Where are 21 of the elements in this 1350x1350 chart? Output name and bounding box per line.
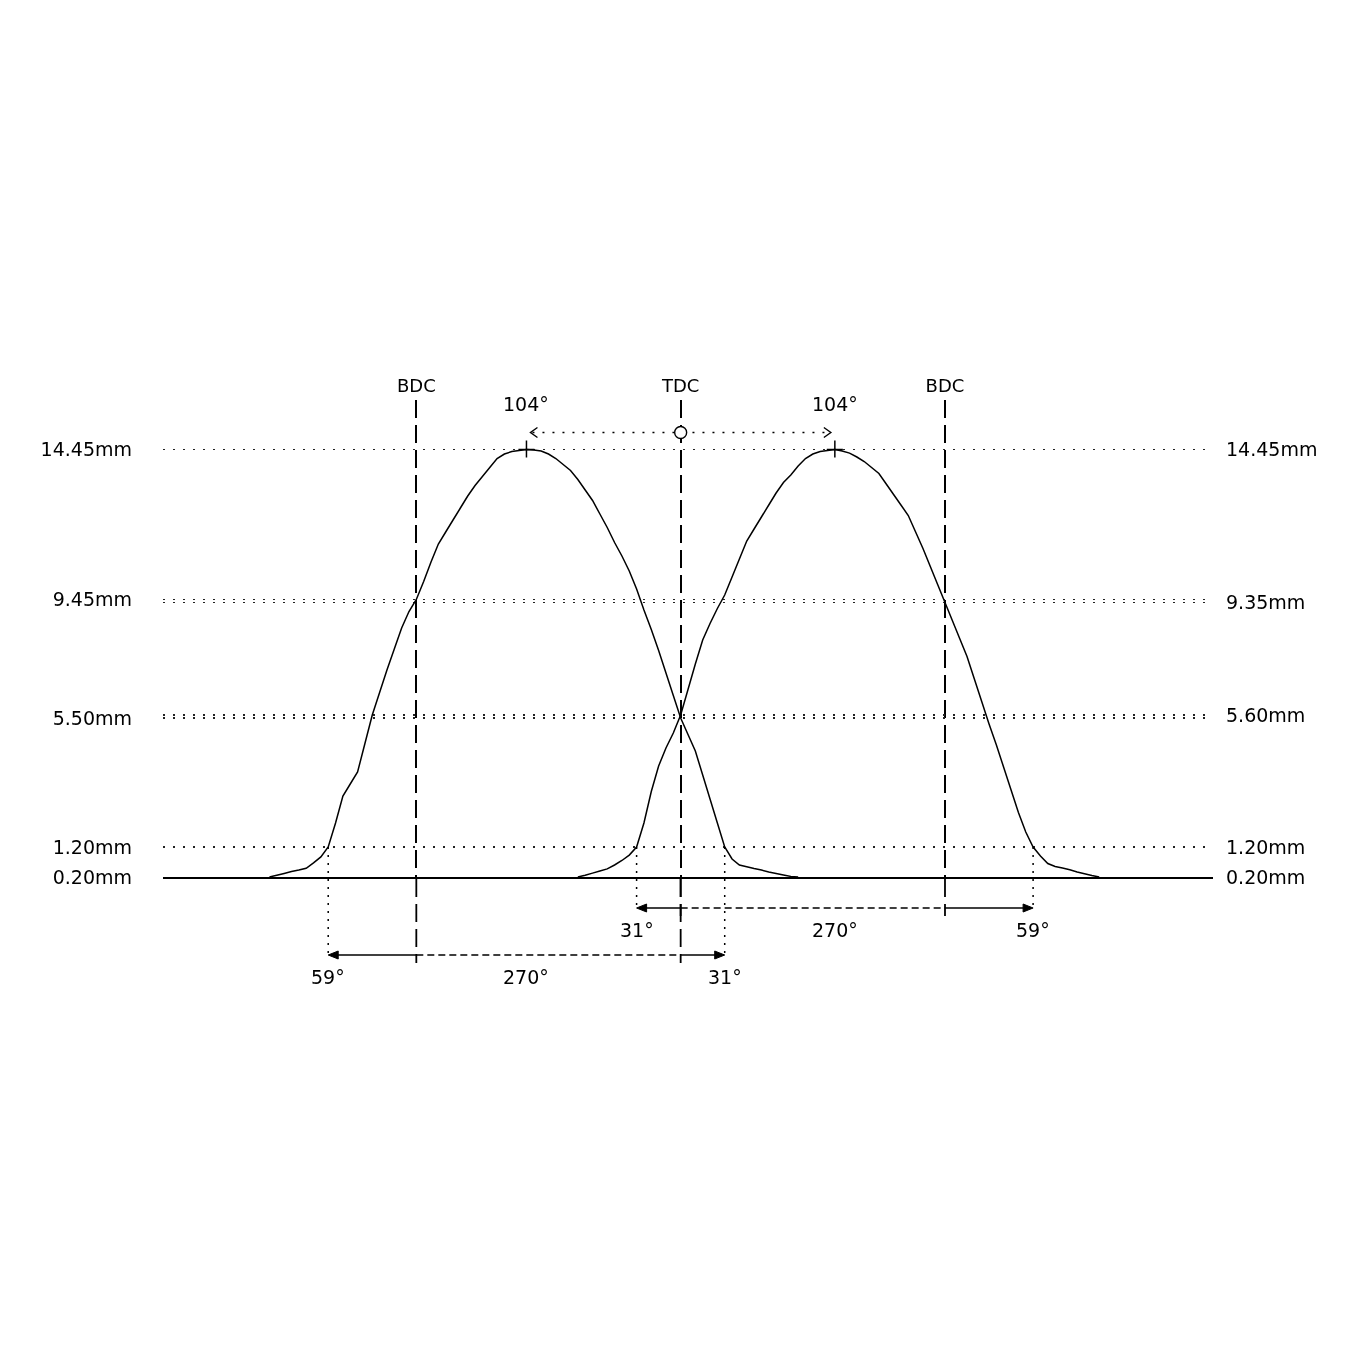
annotation: 31° — [620, 919, 654, 941]
y2-tick-label: 14.45mm — [1226, 438, 1318, 461]
text: 270° — [503, 966, 549, 988]
annotation: 31° — [708, 966, 742, 988]
x-tick-label: BDC — [396, 375, 436, 397]
annotation: 104° — [503, 393, 549, 415]
x-tick-label: BDC — [925, 375, 965, 397]
y2-tick-label: 1.20mm — [1226, 835, 1306, 858]
y2-tick-label: 0.20mm — [1226, 865, 1306, 888]
y-tick-label: 1.20mm — [52, 835, 132, 858]
annotation: 59° — [311, 966, 345, 988]
x-tick-label: TDC — [660, 375, 700, 397]
y2-tick-label: 9.35mm — [1226, 591, 1306, 614]
annotation: 104° — [812, 393, 858, 415]
annotation: 59° — [1016, 919, 1050, 941]
y2-tick-label: 5.60mm — [1226, 703, 1306, 726]
text: 270° — [812, 919, 858, 941]
y-tick-label: 5.50mm — [52, 706, 132, 729]
y-tick-label: 14.45mm — [40, 438, 132, 461]
y-tick-label: 0.20mm — [52, 865, 132, 888]
y-tick-label: 9.45mm — [52, 588, 132, 611]
